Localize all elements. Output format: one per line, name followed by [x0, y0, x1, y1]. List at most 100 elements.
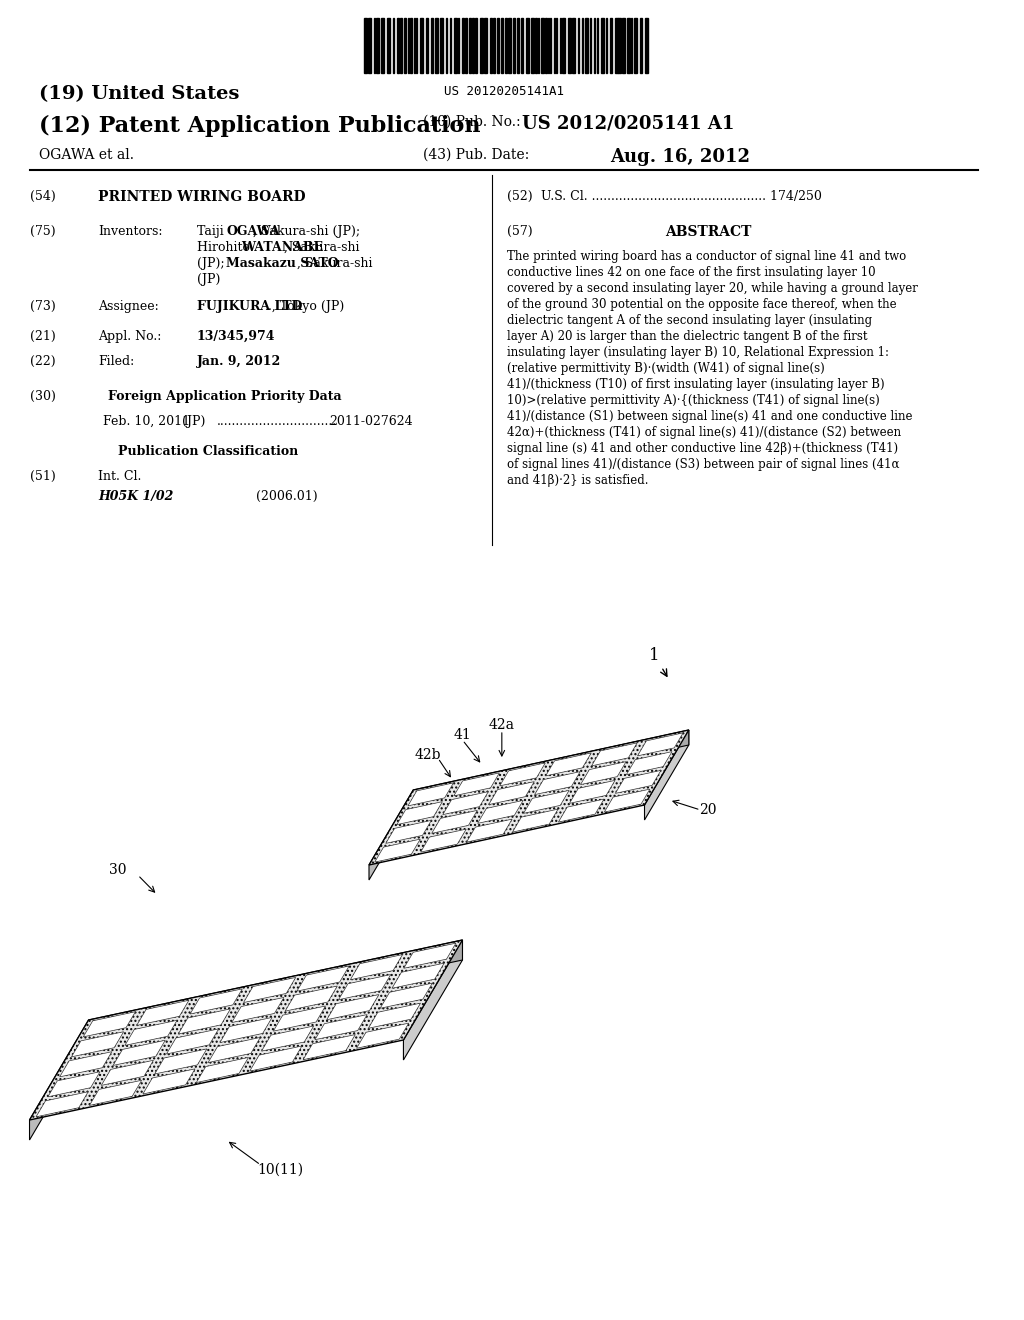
- Bar: [618, 18, 622, 73]
- Polygon shape: [155, 1049, 207, 1074]
- Text: (2006.01): (2006.01): [256, 490, 317, 503]
- Bar: [545, 18, 547, 73]
- Polygon shape: [408, 783, 454, 807]
- Text: of signal lines 41)/(distance (S3) between pair of signal lines (41α: of signal lines 41)/(distance (S3) betwe…: [507, 458, 899, 471]
- Bar: [404, 18, 406, 73]
- Bar: [420, 18, 423, 73]
- Bar: [497, 18, 499, 73]
- Text: insulating layer (insulating layer B) 10, Relational Expression 1:: insulating layer (insulating layer B) 10…: [507, 346, 889, 359]
- Bar: [469, 18, 471, 73]
- Text: 10)>(relative permittivity A)·{(thickness (T41) of signal line(s): 10)>(relative permittivity A)·{(thicknes…: [507, 393, 880, 407]
- Bar: [571, 18, 574, 73]
- Text: H05K 1/02: H05K 1/02: [98, 490, 174, 503]
- Polygon shape: [261, 1026, 313, 1051]
- Polygon shape: [30, 940, 463, 1119]
- Text: Aug. 16, 2012: Aug. 16, 2012: [610, 148, 750, 166]
- Bar: [645, 18, 648, 73]
- Polygon shape: [167, 1028, 219, 1053]
- Bar: [561, 18, 564, 73]
- Polygon shape: [208, 1038, 260, 1063]
- Polygon shape: [250, 1045, 302, 1071]
- Text: 1: 1: [649, 647, 667, 676]
- Bar: [628, 18, 631, 73]
- Polygon shape: [512, 809, 558, 832]
- Text: Int. Cl.: Int. Cl.: [98, 470, 141, 483]
- Text: WATANABE: WATANABE: [241, 242, 324, 253]
- Text: signal line (s) 41 and other conductive line 42β)+(thickness (T41): signal line (s) 41 and other conductive …: [507, 442, 898, 455]
- Polygon shape: [644, 730, 689, 820]
- Text: 20: 20: [698, 803, 716, 817]
- Polygon shape: [558, 799, 604, 822]
- Polygon shape: [535, 772, 581, 795]
- Polygon shape: [83, 1011, 135, 1036]
- Polygon shape: [375, 840, 420, 862]
- Polygon shape: [615, 771, 660, 793]
- Text: ., Tokyo (JP): ., Tokyo (JP): [267, 300, 344, 313]
- Bar: [440, 18, 443, 73]
- Text: conductive lines 42 on one face of the first insulating layer 10: conductive lines 42 on one face of the f…: [507, 267, 876, 279]
- Bar: [493, 18, 495, 73]
- Text: ABSTRACT: ABSTRACT: [666, 224, 752, 239]
- Bar: [472, 18, 474, 73]
- Polygon shape: [315, 1015, 368, 1040]
- Text: OGAWA et al.: OGAWA et al.: [39, 148, 134, 162]
- Polygon shape: [454, 774, 500, 796]
- Bar: [397, 18, 399, 73]
- Text: dielectric tangent A of the second insulating layer (insulating: dielectric tangent A of the second insul…: [507, 314, 871, 327]
- Polygon shape: [414, 730, 689, 805]
- Bar: [635, 18, 638, 73]
- Bar: [426, 18, 428, 73]
- Polygon shape: [350, 954, 402, 979]
- Text: The printed wiring board has a conductor of signal line 41 and two: The printed wiring board has a conductor…: [507, 249, 906, 263]
- Text: US 20120205141A1: US 20120205141A1: [443, 84, 564, 98]
- Polygon shape: [72, 1032, 124, 1057]
- Bar: [535, 18, 537, 73]
- Polygon shape: [523, 791, 569, 813]
- Polygon shape: [190, 989, 243, 1014]
- Polygon shape: [627, 751, 672, 775]
- Polygon shape: [604, 789, 650, 812]
- Polygon shape: [143, 1069, 195, 1094]
- Polygon shape: [220, 1018, 272, 1043]
- Polygon shape: [392, 964, 444, 989]
- Text: 42a: 42a: [488, 718, 515, 733]
- Polygon shape: [488, 781, 535, 805]
- Text: Publication Classification: Publication Classification: [118, 445, 298, 458]
- Bar: [614, 18, 617, 73]
- Bar: [541, 18, 544, 73]
- Polygon shape: [369, 789, 414, 880]
- Polygon shape: [369, 730, 689, 865]
- Text: , Sakura-shi (JP);: , Sakura-shi (JP);: [253, 224, 360, 238]
- Text: Appl. No.:: Appl. No.:: [98, 330, 162, 343]
- Text: 2011-027624: 2011-027624: [330, 414, 414, 428]
- Bar: [585, 18, 588, 73]
- Polygon shape: [178, 1008, 230, 1034]
- Text: OGAWA: OGAWA: [226, 224, 280, 238]
- Polygon shape: [442, 792, 488, 814]
- Text: 30: 30: [110, 863, 127, 876]
- Text: Taiji: Taiji: [197, 224, 227, 238]
- Polygon shape: [432, 810, 477, 833]
- Text: covered by a second insulating layer 20, while having a ground layer: covered by a second insulating layer 20,…: [507, 282, 918, 294]
- Polygon shape: [477, 800, 523, 824]
- Bar: [505, 18, 507, 73]
- Polygon shape: [303, 1035, 355, 1060]
- Text: Filed:: Filed:: [98, 355, 134, 368]
- Bar: [454, 18, 457, 73]
- Text: U.S. Cl. ............................................. 174/250: U.S. Cl. ...............................…: [542, 190, 822, 203]
- Bar: [483, 18, 486, 73]
- Bar: [567, 18, 570, 73]
- Polygon shape: [297, 966, 349, 991]
- Polygon shape: [113, 1040, 165, 1065]
- Text: Foreign Application Priority Data: Foreign Application Priority Data: [109, 389, 342, 403]
- Text: 41)/(thickness (T10) of first insulating layer (insulating layer B): 41)/(thickness (T10) of first insulating…: [507, 378, 885, 391]
- Text: , Sakura-shi: , Sakura-shi: [285, 242, 359, 253]
- Bar: [376, 18, 379, 73]
- Polygon shape: [89, 1080, 141, 1105]
- Bar: [600, 18, 603, 73]
- Text: (10) Pub. No.:: (10) Pub. No.:: [423, 115, 521, 129]
- Polygon shape: [569, 780, 615, 804]
- Polygon shape: [403, 940, 463, 1060]
- Text: Inventors:: Inventors:: [98, 224, 163, 238]
- Text: (JP): (JP): [182, 414, 206, 428]
